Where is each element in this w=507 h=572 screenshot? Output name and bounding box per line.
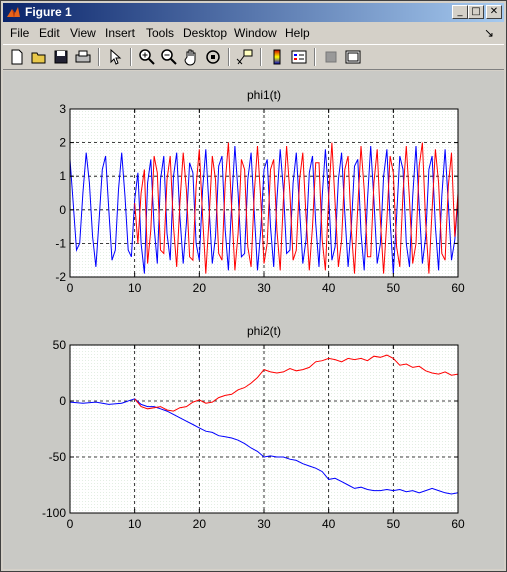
series-line-red (134, 142, 459, 274)
toolbar (3, 44, 504, 70)
zoom-out-icon[interactable] (159, 47, 179, 67)
edit-plot-icon[interactable] (105, 47, 125, 67)
matlab-logo-icon (7, 7, 20, 18)
x-tick-label: 50 (387, 281, 401, 295)
toolbar-separator (260, 48, 262, 66)
dock-arrow-icon[interactable]: ↘ (483, 26, 494, 40)
menu-view[interactable]: View (70, 26, 96, 40)
legend-icon[interactable] (289, 47, 309, 67)
menu-tools[interactable]: Tools (146, 26, 175, 40)
menu-window[interactable]: Window (234, 26, 277, 40)
colorbar-icon[interactable] (267, 47, 287, 67)
hide-plot-tools-icon[interactable] (321, 47, 341, 67)
y-tick-label: 1 (59, 169, 66, 183)
x-tick-label: 30 (257, 517, 271, 531)
x-tick-label: 60 (451, 517, 465, 531)
x-tick-label: 20 (193, 517, 207, 531)
plot-title: phi1(t) (247, 88, 281, 102)
y-tick-label: 0 (59, 203, 66, 217)
y-tick-label: -1 (55, 236, 66, 250)
y-tick-label: 2 (59, 136, 66, 150)
series-line-red (134, 354, 459, 412)
y-tick-label: -100 (42, 506, 66, 520)
print-icon[interactable] (73, 47, 93, 67)
x-tick-label: 10 (128, 517, 142, 531)
x-tick-label: 50 (387, 517, 401, 531)
minimize-button[interactable]: _ (452, 5, 468, 19)
minimize-icon: _ (457, 6, 463, 17)
x-tick-label: 30 (257, 281, 271, 295)
menu-help[interactable]: Help (285, 26, 310, 40)
figure-canvas: 0 10 20 30 40 50 60 3 2 1 0 -1 -2 phi1(t) 0 10 20 30 40 50… (3, 71, 504, 569)
x-tick-label: 60 (451, 281, 465, 295)
save-icon[interactable] (51, 47, 71, 67)
pan-icon[interactable] (181, 47, 201, 67)
close-icon: ✕ (489, 6, 499, 17)
open-file-icon[interactable] (29, 47, 49, 67)
rotate-3d-icon[interactable] (203, 47, 223, 67)
x-tick-label: 40 (322, 517, 336, 531)
x-tick-label: 40 (322, 281, 336, 295)
y-tick-label: -50 (49, 450, 67, 464)
y-tick-label: 0 (59, 394, 66, 408)
menu-edit[interactable]: Edit (39, 26, 60, 40)
y-tick-label: 50 (53, 338, 67, 352)
new-figure-icon[interactable] (7, 47, 27, 67)
axes-phi2[interactable]: 0 10 20 30 40 50 60 50 0 -50 -100 phi2(t) (42, 324, 465, 531)
menu-insert[interactable]: Insert (105, 26, 136, 40)
data-cursor-icon[interactable] (235, 47, 255, 67)
y-tick-label: -2 (55, 270, 66, 284)
menu-bar: File Edit View Insert Tools Desktop Wind… (3, 23, 504, 43)
show-plot-tools-icon[interactable] (343, 47, 363, 67)
window-title: Figure 1 (25, 5, 72, 19)
x-tick-label: 0 (67, 517, 74, 531)
close-button[interactable]: ✕ (486, 5, 502, 19)
menu-file[interactable]: File (10, 26, 30, 40)
maximize-icon: □ (471, 6, 481, 17)
title-bar[interactable]: Figure 1 _ □ ✕ (3, 3, 504, 22)
x-tick-label: 10 (128, 281, 142, 295)
y-tick-label: 3 (59, 102, 66, 116)
toolbar-separator (130, 48, 132, 66)
zoom-in-icon[interactable] (137, 47, 157, 67)
toolbar-separator (228, 48, 230, 66)
toolbar-separator (98, 48, 100, 66)
menu-desktop[interactable]: Desktop (183, 26, 228, 40)
maximize-button[interactable]: □ (468, 5, 484, 19)
plot-title: phi2(t) (247, 324, 281, 338)
series-line-blue (69, 398, 459, 495)
x-tick-label: 20 (193, 281, 207, 295)
toolbar-separator (314, 48, 316, 66)
x-tick-label: 0 (67, 281, 74, 295)
